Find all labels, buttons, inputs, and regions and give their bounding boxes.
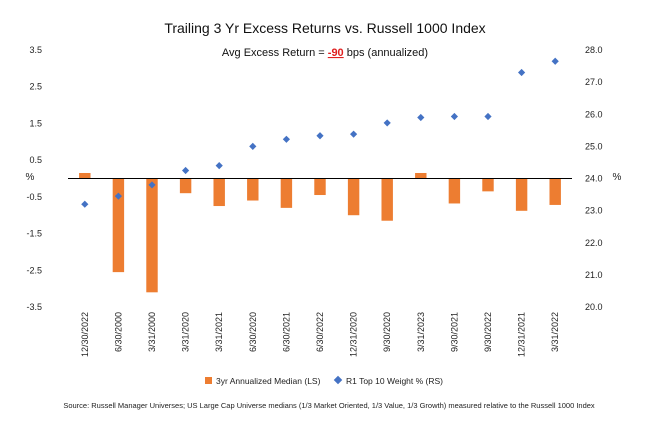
bar xyxy=(79,172,91,179)
category-label: 9/30/2020 xyxy=(382,312,392,352)
subtitle-suffix: bps (annualized) xyxy=(344,47,428,59)
scatter-point xyxy=(383,119,391,127)
right-tick-label: 23.0 xyxy=(585,206,603,216)
category-label: 9/30/2022 xyxy=(483,312,493,352)
bar xyxy=(415,172,427,179)
bar xyxy=(515,178,528,211)
scatter-point xyxy=(350,130,358,138)
right-tick-label: 26.0 xyxy=(585,109,603,119)
left-tick-label: -3.5 xyxy=(26,302,42,312)
bar-series xyxy=(79,172,561,293)
category-label: 3/31/2000 xyxy=(147,312,157,352)
bar xyxy=(213,178,225,207)
left-tick-label: 3.5 xyxy=(29,45,42,55)
category-label: 6/30/2022 xyxy=(315,312,325,352)
bar xyxy=(280,178,293,208)
chart-title: Trailing 3 Yr Excess Returns vs. Russell… xyxy=(164,20,485,36)
right-axis-label: % xyxy=(613,172,622,183)
bar xyxy=(549,178,561,205)
bar xyxy=(482,178,494,192)
category-label: 3/31/2022 xyxy=(550,312,560,352)
scatter-point xyxy=(148,181,156,189)
left-tick-label: 1.5 xyxy=(29,118,42,128)
bar xyxy=(146,178,158,293)
scatter-point xyxy=(215,162,223,170)
scatter-point xyxy=(316,132,324,140)
subtitle-prefix: Avg Excess Return = xyxy=(222,47,328,59)
scatter-point xyxy=(417,113,425,122)
legend-label-points: R1 Top 10 Weight % (RS) xyxy=(346,376,443,386)
source-note: Source: Russell Manager Universes; US La… xyxy=(63,401,595,410)
bar xyxy=(381,178,393,221)
scatter-series xyxy=(81,57,559,208)
scatter-point xyxy=(182,166,190,175)
scatter-point xyxy=(282,135,290,143)
legend-swatch-bars xyxy=(205,377,212,384)
category-label: 3/31/2023 xyxy=(416,312,426,352)
left-tick-label: -1.5 xyxy=(26,229,42,239)
scatter-point xyxy=(450,112,458,121)
left-axis-label: % xyxy=(26,172,35,183)
bar xyxy=(347,178,360,216)
right-tick-label: 27.0 xyxy=(585,77,603,87)
category-label: 9/30/2021 xyxy=(449,312,459,352)
category-label: 12/31/2020 xyxy=(349,312,359,357)
bar xyxy=(448,178,461,204)
left-tick-label: 2.5 xyxy=(29,82,42,92)
right-tick-label: 22.0 xyxy=(585,238,603,248)
legend-swatch-points xyxy=(333,375,343,385)
scatter-point xyxy=(518,68,526,77)
category-label: 12/31/2021 xyxy=(517,312,527,357)
scatter-point xyxy=(114,192,122,200)
scatter-point xyxy=(484,112,492,121)
category-labels: 12/30/2022 6/30/2000 3/31/2000 3/31/2020 3/3… xyxy=(80,312,560,357)
chart-subtitle: Avg Excess Return = -90 bps (annualized) xyxy=(222,47,428,59)
category-label: 6/30/2000 xyxy=(113,312,123,352)
left-tick-label: -2.5 xyxy=(26,265,42,275)
right-tick-label: 20.0 xyxy=(585,302,603,312)
legend: 3yr Annualized Median (LS) R1 Top 10 Wei… xyxy=(205,375,443,386)
scatter-point xyxy=(81,200,89,208)
category-label: 12/30/2022 xyxy=(80,312,90,357)
scatter-point xyxy=(551,57,559,65)
bar xyxy=(112,178,125,273)
right-tick-label: 28.0 xyxy=(585,45,603,55)
scatter-point xyxy=(249,142,257,150)
category-label: 3/31/2021 xyxy=(214,312,224,352)
category-label: 6/30/2021 xyxy=(281,312,291,352)
category-label: 3/31/2020 xyxy=(181,312,191,352)
right-tick-label: 24.0 xyxy=(585,174,603,184)
bar xyxy=(314,178,326,196)
left-tick-label: -0.5 xyxy=(26,192,42,202)
bar xyxy=(247,178,259,201)
legend-label-bars: 3yr Annualized Median (LS) xyxy=(216,376,321,386)
left-axis-ticks: 3.5 2.5 1.5 0.5 -0.5 -1.5 -2.5 -3.5 xyxy=(26,45,42,312)
left-tick-label: 0.5 xyxy=(29,155,42,165)
right-tick-label: 21.0 xyxy=(585,270,603,280)
right-tick-label: 25.0 xyxy=(585,141,603,151)
subtitle-value: -90 xyxy=(328,47,344,59)
category-label: 6/30/2020 xyxy=(248,312,258,352)
right-axis-ticks: 28.0 27.0 26.0 25.0 24.0 23.0 22.0 21.0 20.0 xyxy=(585,45,603,312)
bar xyxy=(179,178,192,194)
